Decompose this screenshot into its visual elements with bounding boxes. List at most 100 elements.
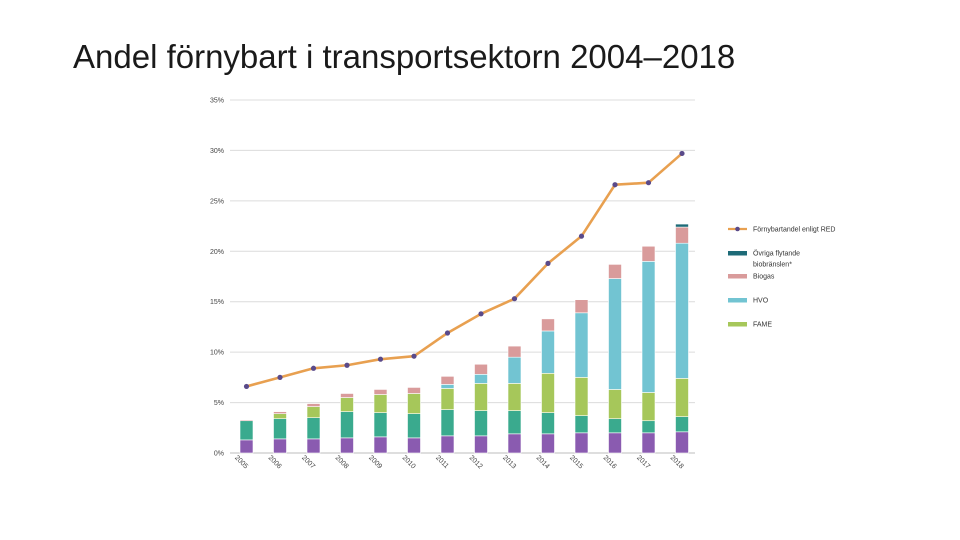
bar-segment: [273, 418, 287, 440]
bar-segment: [574, 432, 589, 454]
bar-segment: [340, 411, 354, 439]
bar-segment: [507, 410, 522, 435]
bar-segment: [306, 438, 321, 454]
x-tick-label: 2018: [669, 454, 685, 470]
page-title: Andel förnybart i transportsektorn 2004–…: [73, 38, 736, 75]
x-tick-label: 2012: [468, 454, 484, 470]
legend-swatch: [728, 251, 747, 256]
y-tick-label: 5%: [214, 400, 224, 407]
bar-segment: [675, 226, 689, 244]
bar-segment: [239, 420, 254, 441]
legend-label: biobränslen*: [753, 262, 792, 269]
bar-segment: [641, 432, 656, 454]
line-point: [578, 233, 585, 239]
bar-segment: [574, 312, 589, 378]
y-tick-label: 0%: [214, 451, 224, 458]
bar-segment: [507, 356, 522, 384]
bar-segment: [273, 411, 287, 414]
bar-segment: [507, 433, 522, 454]
line-point: [478, 311, 484, 317]
y-tick-label: 30%: [210, 148, 224, 155]
bar-segment: [373, 394, 388, 413]
bar-segment: [608, 264, 622, 279]
bar-segment: [675, 378, 689, 417]
bar-segment: [608, 389, 622, 420]
bar-segment: [608, 278, 622, 390]
bar-segment: [407, 413, 421, 439]
bar-segment: [440, 376, 455, 385]
bar-segment: [507, 345, 522, 358]
y-tick-label: 15%: [210, 299, 224, 306]
bar-segment: [541, 373, 555, 413]
bar-segment: [641, 261, 656, 393]
bar-segment: [507, 383, 522, 411]
bar-segment: [608, 418, 622, 434]
y-tick-label: 20%: [210, 249, 224, 256]
bar-segment: [440, 384, 455, 389]
bar-segment: [641, 245, 656, 262]
line-series: [246, 152, 683, 388]
bar-segment: [608, 432, 622, 454]
x-tick-label: 2014: [535, 454, 551, 470]
bar-segment: [675, 223, 689, 228]
legend-swatch: [728, 274, 747, 279]
bar-segment: [273, 438, 287, 454]
line-point: [310, 365, 317, 371]
bar-segment: [440, 409, 455, 437]
line-point: [243, 383, 250, 390]
bar-segment: [641, 420, 656, 434]
x-tick-label: 2017: [635, 454, 651, 470]
bar-segment: [373, 436, 388, 454]
bar-segment: [273, 413, 287, 420]
x-tick-label: 2009: [367, 454, 383, 470]
x-tick-label: 2013: [501, 454, 517, 470]
legend-label: Förnybartandel enligt RED: [753, 227, 836, 234]
bar-segment: [474, 383, 488, 411]
y-tick-label: 10%: [210, 350, 224, 357]
bar-segment: [340, 393, 354, 398]
legend-marker: [735, 226, 740, 232]
line-point: [411, 353, 417, 359]
x-tick-label: 2010: [401, 454, 417, 470]
x-tick-label: 2011: [434, 454, 450, 470]
legend-label: Biogas: [753, 274, 775, 281]
line-point: [444, 330, 451, 336]
bar-segment: [541, 330, 555, 374]
x-tick-label: 2007: [300, 454, 316, 470]
bar-segment: [239, 439, 254, 454]
legend-label: HVO: [753, 298, 769, 305]
bar-segment: [474, 374, 488, 384]
line-point: [511, 296, 518, 302]
legend-swatch: [728, 322, 747, 327]
bar-segment: [340, 437, 354, 454]
bar-segment: [440, 435, 455, 454]
bar-segment: [440, 388, 455, 410]
bar-segment: [541, 318, 555, 332]
bar-segment: [574, 377, 589, 416]
bar-segment: [239, 419, 254, 422]
line-point: [344, 362, 350, 368]
line-point: [277, 374, 283, 380]
bar-segment: [306, 406, 321, 418]
y-tick-label: 25%: [210, 198, 224, 205]
x-tick-label: 2005: [233, 454, 249, 470]
legend-swatch: [728, 298, 747, 303]
bar-segment: [407, 393, 421, 414]
x-tick-label: 2008: [334, 454, 350, 470]
bar-segment: [373, 389, 388, 395]
legend-label: FAME: [753, 322, 772, 329]
line-point: [612, 182, 618, 188]
bar-segment: [574, 299, 589, 314]
bar-segment: [373, 412, 388, 438]
bar-segment: [474, 410, 488, 437]
line-point: [679, 150, 685, 157]
line-point: [645, 180, 652, 186]
bar-segment: [474, 363, 488, 375]
bar-segment: [541, 412, 555, 435]
bar-segment: [306, 417, 321, 440]
bar-segment: [574, 415, 589, 434]
bar-segment: [541, 433, 555, 454]
x-tick-label: 2015: [568, 454, 584, 470]
bar-segment: [407, 437, 421, 454]
